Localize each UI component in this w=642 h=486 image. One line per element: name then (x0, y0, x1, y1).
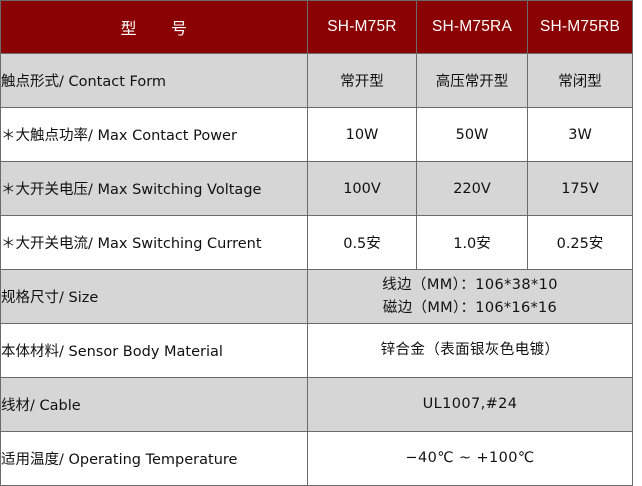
row-label: 线材/ Cable (0, 377, 308, 432)
table-row: ＊大开关电流/ Max Switching Current 0.5安 1.0安 0.2… (0, 215, 633, 270)
header-model-label: 型号 (0, 0, 308, 54)
table-row: 适用温度/ Operating Temperature −40℃ ~ +100℃ (0, 431, 633, 486)
row-span-value-line-1: 锌合金（表面银灰色电镀） (380, 342, 560, 359)
row-value-col-1: 0.5安 (307, 215, 417, 270)
row-label: ＊大触点功率/ Max Contact Power (0, 107, 308, 162)
row-label: 适用温度/ Operating Temperature (0, 431, 308, 486)
row-span-value: 锌合金（表面银灰色电镀） (307, 323, 633, 378)
table-row: ＊大开关电压/ Max Switching Voltage 100V 220V 175… (0, 161, 633, 216)
row-value-col-3: 175V (527, 161, 633, 216)
row-label: ＊大开关电流/ Max Switching Current (0, 215, 308, 270)
row-value-col-2: 1.0安 (416, 215, 528, 270)
table-row: 线材/ Cable UL1007,#24 (0, 377, 633, 432)
row-value-col-1: 常开型 (307, 53, 417, 108)
header-column-sh-m75ra: SH-M75RA (416, 0, 528, 54)
row-value-col-3: 常闭型 (527, 53, 633, 108)
row-span-value: UL1007,#24 (307, 377, 633, 432)
row-span-value-line-2: 磁边（MM）：106*16*16 (382, 299, 558, 316)
header-column-sh-m75r: SH-M75R (307, 0, 417, 54)
row-label: 规格尺寸/ Size (0, 269, 308, 324)
table-row: ＊大触点功率/ Max Contact Power 10W 50W 3W (0, 107, 633, 162)
specification-table-body: 触点形式/ Contact Form 常开型 高压常开型 常闭型 ＊大触点功率/ Max… (0, 53, 633, 486)
row-span-value: −40℃ ~ +100℃ (307, 431, 633, 486)
row-value-col-2: 高压常开型 (416, 53, 528, 108)
row-span-value-line-1: UL1007,#24 (422, 396, 518, 413)
row-value-col-3: 3W (527, 107, 633, 162)
row-span-value: 线边（MM）：106*38*10 磁边（MM）：106*16*16 (307, 269, 633, 324)
row-value-col-1: 10W (307, 107, 417, 162)
table-row: 规格尺寸/ Size 线边（MM）：106*38*10 磁边（MM）：106*16*… (0, 269, 633, 324)
row-label: 本体材料/ Sensor Body Material (0, 323, 308, 378)
table-header-row: 型号 SH-M75R SH-M75RA SH-M75RB (0, 0, 633, 54)
table-row: 本体材料/ Sensor Body Material 锌合金（表面银灰色电镀） (0, 323, 633, 378)
row-value-col-1: 100V (307, 161, 417, 216)
row-value-col-2: 220V (416, 161, 528, 216)
row-value-col-2: 50W (416, 107, 528, 162)
table-row: 触点形式/ Contact Form 常开型 高压常开型 常闭型 (0, 53, 633, 108)
header-model-char-2: 号 (171, 19, 188, 38)
header-model-char-1: 型 (120, 19, 137, 38)
row-span-value-line-1: 线边（MM）：106*38*10 (382, 277, 558, 294)
row-value-col-3: 0.25安 (527, 215, 633, 270)
row-span-value-line-1: −40℃ ~ +100℃ (405, 450, 535, 467)
header-column-sh-m75rb: SH-M75RB (527, 0, 633, 54)
row-label: ＊大开关电压/ Max Switching Voltage (0, 161, 308, 216)
row-label: 触点形式/ Contact Form (0, 53, 308, 108)
